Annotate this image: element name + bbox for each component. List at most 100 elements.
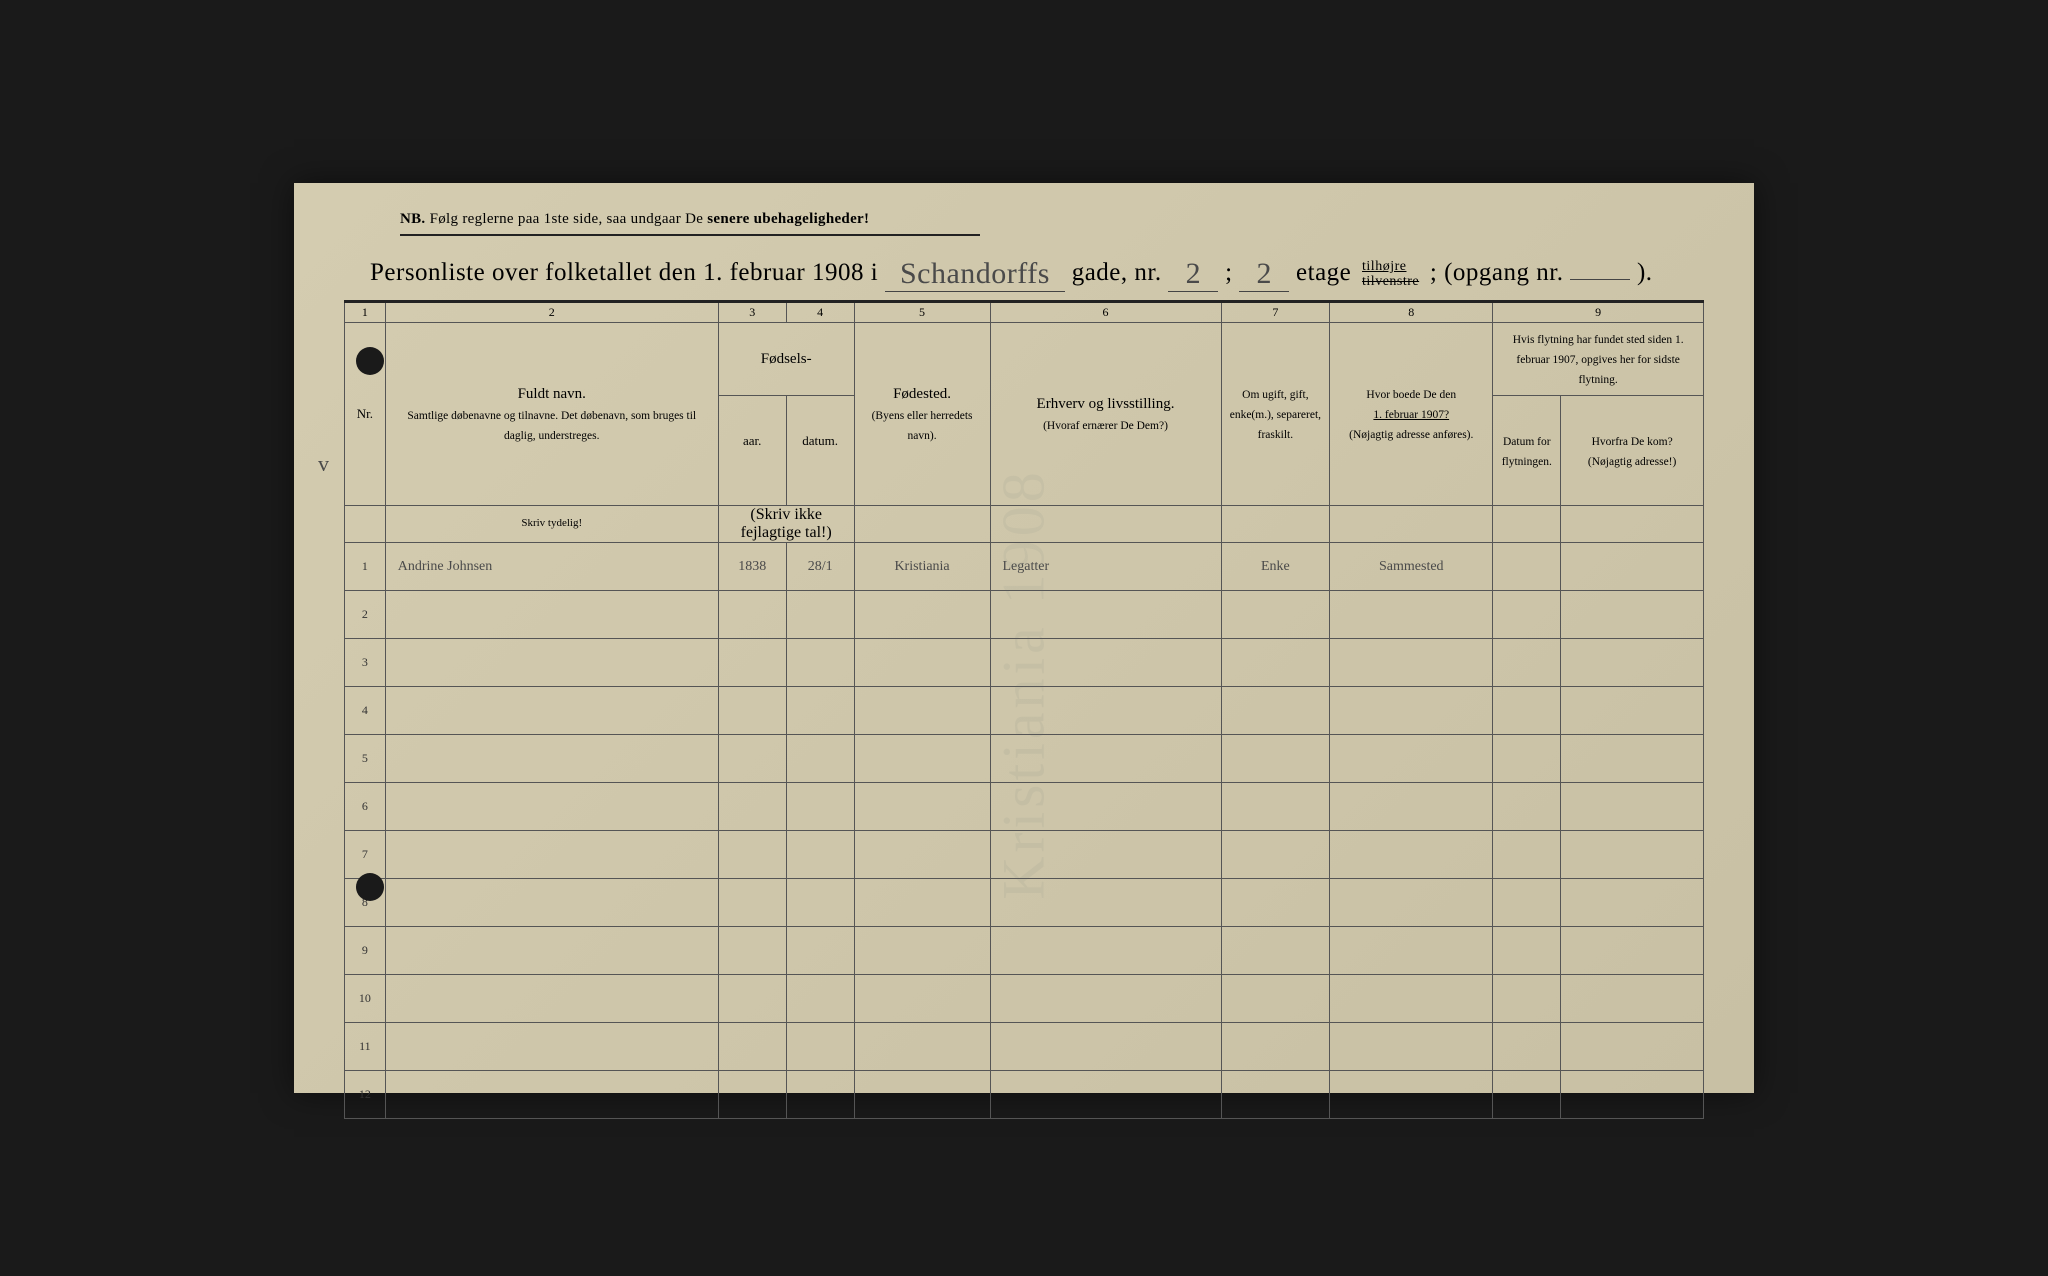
row-flyt-h xyxy=(1561,1023,1704,1071)
row-flyt-h xyxy=(1561,687,1704,735)
row-datum: 28/1 xyxy=(786,543,854,591)
row-flyt-h xyxy=(1561,831,1704,879)
header-flyt-hvor: Hvorfra De kom? (Nøjagtig adresse!) xyxy=(1561,396,1704,506)
row-ugift xyxy=(1221,975,1330,1023)
census-form-page: Kristiania 1908 NB. Følg reglerne paa 1s… xyxy=(294,183,1754,1093)
header-sub-row: Skriv tydelig! (Skriv ikke fejlagtige ta… xyxy=(345,506,1704,543)
row-fodested xyxy=(854,591,990,639)
row-boede xyxy=(1330,927,1493,975)
table-row: 11 xyxy=(345,1023,1704,1071)
table-row: 3 xyxy=(345,639,1704,687)
row-erhverv xyxy=(990,1023,1221,1071)
table-row: 6 xyxy=(345,783,1704,831)
row-ugift xyxy=(1221,1023,1330,1071)
row-aar xyxy=(718,591,786,639)
header-name-big: Fuldt navn. xyxy=(518,386,586,402)
row-ugift xyxy=(1221,783,1330,831)
row-flyt-d xyxy=(1493,543,1561,591)
row-boede xyxy=(1330,687,1493,735)
row-datum xyxy=(786,1071,854,1119)
row-fodested xyxy=(854,879,990,927)
data-rows-body: 1Andrine Johnsen183828/1KristianiaLegatt… xyxy=(345,543,1704,1119)
colnum: 8 xyxy=(1330,303,1493,323)
row-flyt-h xyxy=(1561,735,1704,783)
row-datum xyxy=(786,975,854,1023)
row-fodested xyxy=(854,927,990,975)
form-title-line: Personliste over folketallet den 1. febr… xyxy=(370,254,1704,290)
row-datum xyxy=(786,687,854,735)
row-aar xyxy=(718,1071,786,1119)
colnum: 6 xyxy=(990,303,1221,323)
table-row: 4 xyxy=(345,687,1704,735)
punch-hole xyxy=(356,873,384,901)
opgang-hw xyxy=(1570,279,1630,280)
row-flyt-d xyxy=(1493,639,1561,687)
row-erhverv xyxy=(990,639,1221,687)
floor-hw: 2 xyxy=(1239,257,1289,292)
row-fodested xyxy=(854,687,990,735)
nb-underline xyxy=(400,234,980,236)
row-datum xyxy=(786,735,854,783)
table-row: 9 xyxy=(345,927,1704,975)
street-number-hw: 2 xyxy=(1168,257,1218,292)
row-aar xyxy=(718,639,786,687)
header-row-1: Nr. Fuldt navn. Samtlige døbenavne og ti… xyxy=(345,322,1704,396)
row-ugift xyxy=(1221,831,1330,879)
row-aar xyxy=(718,783,786,831)
title-a: Personliste over folketallet den 1. febr… xyxy=(370,259,878,286)
row-fodested xyxy=(854,639,990,687)
row-flyt-h xyxy=(1561,927,1704,975)
row-boede xyxy=(1330,879,1493,927)
row-erhverv xyxy=(990,783,1221,831)
header-aar: aar. xyxy=(718,396,786,506)
colnum: 9 xyxy=(1493,303,1704,323)
row-fodested xyxy=(854,783,990,831)
row-boede: Sammested xyxy=(1330,543,1493,591)
header-name-sub: Samtlige døbenavne og tilnavne. Det døbe… xyxy=(407,410,696,442)
row-nr: 9 xyxy=(345,927,386,975)
row-nr: 3 xyxy=(345,639,386,687)
nb-text-a: Følg reglerne paa 1ste side, saa undgaar… xyxy=(430,211,704,227)
row-ugift xyxy=(1221,1071,1330,1119)
row-flyt-d xyxy=(1493,831,1561,879)
header-fodsels: Fødsels- xyxy=(718,322,854,396)
row-flyt-h xyxy=(1561,639,1704,687)
row-nr: 4 xyxy=(345,687,386,735)
row-flyt-h xyxy=(1561,591,1704,639)
row-fodested xyxy=(854,975,990,1023)
row-boede xyxy=(1330,1023,1493,1071)
row-fodested xyxy=(854,735,990,783)
header-datum: datum. xyxy=(786,396,854,506)
table-row: 12 xyxy=(345,1071,1704,1119)
row-flyt-h xyxy=(1561,543,1704,591)
row-name: Andrine Johnsen xyxy=(385,543,718,591)
row-nr: 1 xyxy=(345,543,386,591)
table-row: 5 xyxy=(345,735,1704,783)
row-name xyxy=(385,975,718,1023)
row-fodested xyxy=(854,831,990,879)
title-b: gade, nr. xyxy=(1072,259,1162,286)
colnum: 4 xyxy=(786,303,854,323)
census-table: 1 2 3 4 5 6 7 8 9 Nr. Fuldt navn. Samtli… xyxy=(344,303,1704,1120)
header-fodested-sub: (Byens eller herredets navn). xyxy=(872,410,973,442)
row-aar xyxy=(718,735,786,783)
row-aar xyxy=(718,1023,786,1071)
header-boede-b: 1. februar 1907? xyxy=(1373,409,1449,421)
row-datum xyxy=(786,783,854,831)
row-nr: 5 xyxy=(345,735,386,783)
title-d: etage xyxy=(1296,259,1351,286)
title-f: ). xyxy=(1637,259,1653,286)
header-fodested: Fødested. (Byens eller herredets navn). xyxy=(854,322,990,506)
row-nr: 2 xyxy=(345,591,386,639)
table-row: 1Andrine Johnsen183828/1KristianiaLegatt… xyxy=(345,543,1704,591)
row-name xyxy=(385,639,718,687)
nb-instruction: NB. Følg reglerne paa 1ste side, saa und… xyxy=(400,211,1704,228)
row-checkmark: v xyxy=(318,451,329,477)
row-ugift xyxy=(1221,735,1330,783)
colnum: 5 xyxy=(854,303,990,323)
row-aar xyxy=(718,687,786,735)
table-row: 7 xyxy=(345,831,1704,879)
fodsels-sub-cell: (Skriv ikke fejlagtige tal!) xyxy=(718,506,854,543)
row-flyt-h xyxy=(1561,879,1704,927)
column-number-row: 1 2 3 4 5 6 7 8 9 xyxy=(345,303,1704,323)
